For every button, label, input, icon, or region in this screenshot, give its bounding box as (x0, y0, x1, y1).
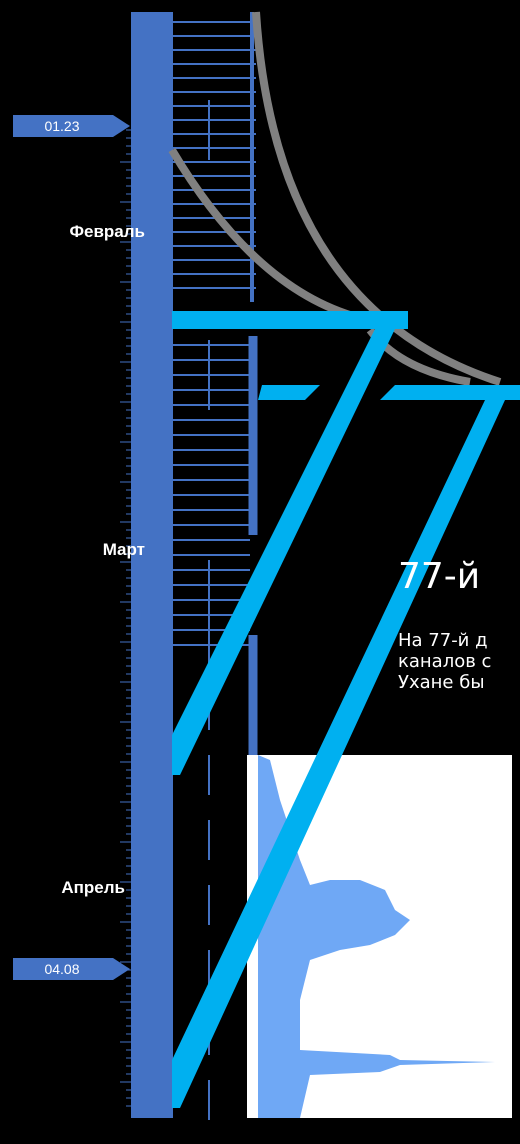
month-label: Февраль (69, 222, 145, 241)
curve (252, 11, 502, 386)
date-label: 01.23 (44, 118, 79, 134)
date-marker (13, 958, 130, 980)
timeline-bar (131, 12, 173, 1118)
date-marker (13, 115, 130, 137)
article-line: На 77-й д (398, 630, 488, 651)
skyline (258, 755, 495, 1118)
seven-stroke (172, 329, 395, 775)
curve (168, 147, 362, 322)
seven-large (172, 385, 520, 1108)
date-label: 04.08 (44, 961, 79, 977)
month-label: Апрель (61, 878, 125, 897)
article-line: Ухане бы (398, 672, 485, 693)
article-title: 77-й (398, 556, 480, 597)
month-label: Март (103, 540, 145, 559)
seven-bar (172, 311, 408, 329)
seven-piece (258, 385, 320, 400)
article-line: каналов с (398, 651, 491, 672)
ruler-lines (120, 21, 256, 1107)
